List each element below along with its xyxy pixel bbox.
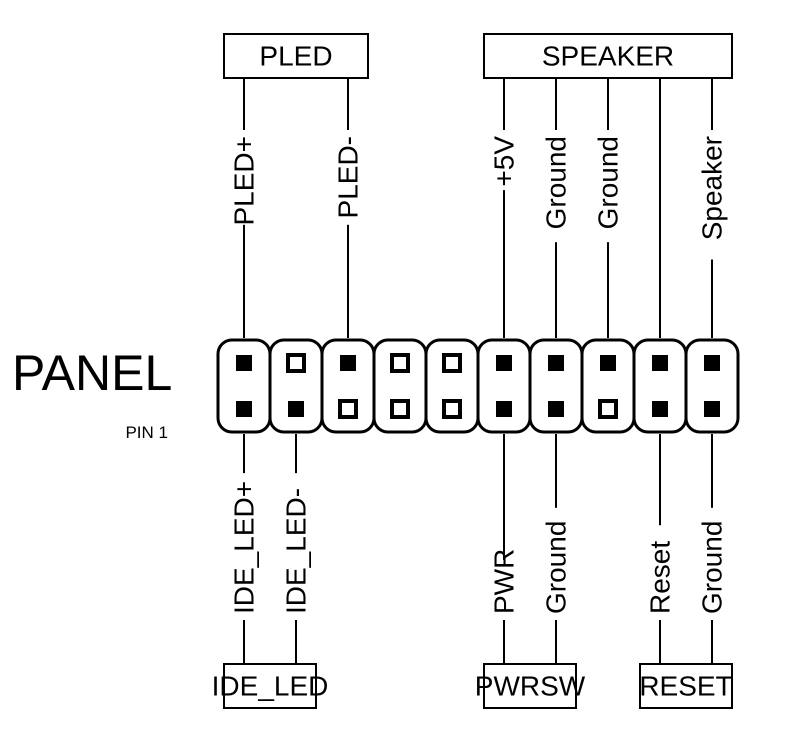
group-label: PWRSW [475, 671, 586, 702]
pin-solid [340, 355, 356, 371]
group-label: IDE_LED [212, 671, 329, 702]
pin-solid [704, 401, 720, 417]
pin-solid [652, 355, 668, 371]
group-label: PLED [259, 41, 332, 72]
pin-label: IDE_LED- [281, 488, 312, 614]
pin-label: +5V [489, 136, 520, 187]
pin-solid [236, 401, 252, 417]
group-label: SPEAKER [542, 41, 674, 72]
pin-label: Ground [697, 521, 728, 614]
pin-label: Ground [593, 136, 624, 229]
pin-hollow [444, 401, 460, 417]
pin-solid [236, 355, 252, 371]
pin-label: PLED- [333, 136, 364, 218]
pin-label: Ground [541, 136, 572, 229]
pin-solid [704, 355, 720, 371]
pin-solid [288, 401, 304, 417]
pin-solid [548, 401, 564, 417]
pin-label: PWR [489, 549, 520, 614]
pin-hollow [600, 401, 616, 417]
pin-hollow [340, 401, 356, 417]
group-label: RESET [639, 671, 732, 702]
pin-solid [652, 401, 668, 417]
pin-solid [548, 355, 564, 371]
pin-label: Ground [541, 521, 572, 614]
pin1-label: PIN 1 [125, 423, 168, 442]
pin-label: Speaker [697, 136, 728, 240]
pin-label: IDE_LED+ [229, 481, 260, 614]
pin-solid [496, 401, 512, 417]
pin-hollow [392, 401, 408, 417]
pin-label: PLED+ [229, 136, 260, 226]
pin-label: Reset [645, 541, 676, 614]
pin-solid [496, 355, 512, 371]
pin-hollow [444, 355, 460, 371]
pin-hollow [392, 355, 408, 371]
panel-title: PANEL [12, 345, 172, 401]
pin-solid [600, 355, 616, 371]
pin-hollow [288, 355, 304, 371]
